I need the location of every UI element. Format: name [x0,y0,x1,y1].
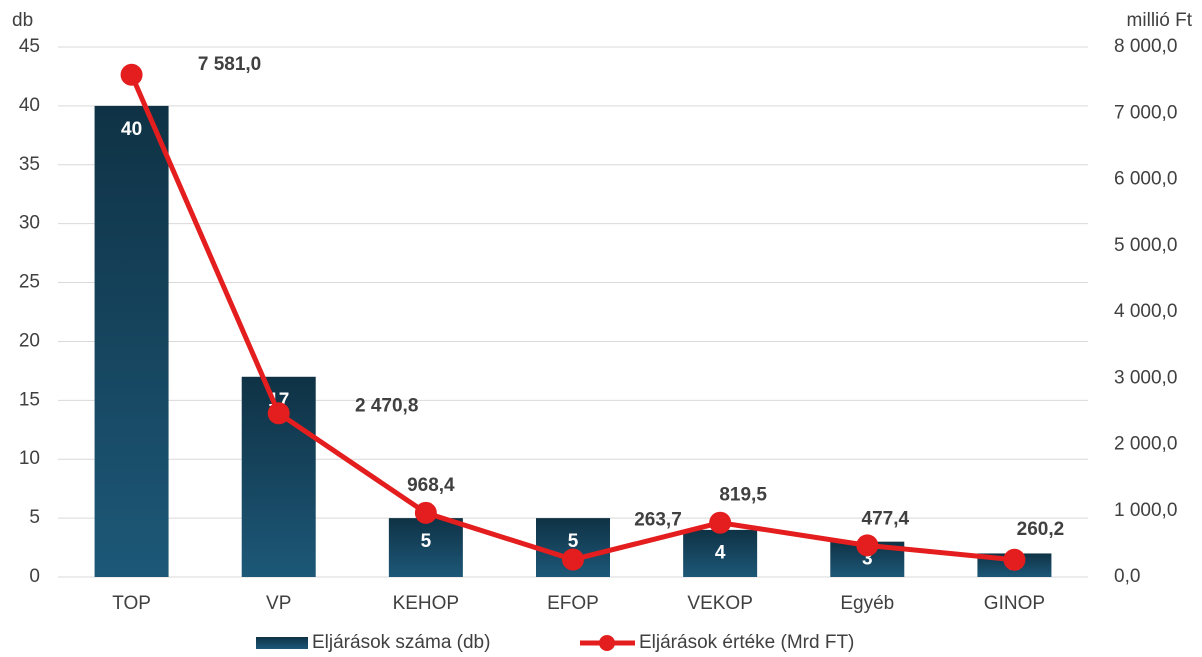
y2-tick-label: 3 000,0 [1114,367,1177,388]
legend-marker [599,635,615,651]
line-label: 819,5 [719,485,767,506]
y2-tick-label: 4 000,0 [1114,301,1177,322]
line-marker [562,548,584,571]
y-tick-label: 0 [29,566,40,587]
bar [683,529,758,577]
line-label: 7 581,0 [198,54,261,75]
y-tick-label: 40 [19,95,40,116]
line-marker [120,63,143,86]
y2-tick-label: 1 000,0 [1114,500,1177,521]
y2-tick-label: 8 000,0 [1114,36,1177,57]
line-marker [709,511,732,534]
y-axis-title: db [12,10,33,31]
x-tick-label: EFOP [547,593,599,614]
line-label: 263,7 [634,510,682,531]
bar [94,105,169,577]
y2-tick-label: 5 000,0 [1114,235,1177,256]
bar-label: 3 [862,548,873,569]
y2-tick-label: 0,0 [1114,566,1140,587]
y2-tick-label: 2 000,0 [1114,434,1177,455]
y-tick-label: 25 [19,272,40,293]
line-marker [856,534,879,557]
line-label: 260,2 [1017,519,1065,540]
y-tick-label: 10 [19,448,40,469]
y-tick-label: 20 [19,330,40,351]
line-marker [414,501,437,524]
x-tick-label: VEKOP [687,593,752,614]
line-marker [267,402,290,425]
y-tick-label: 35 [19,154,40,175]
bar [388,518,463,577]
x-tick-label: GINOP [984,593,1045,614]
bar-label: 5 [421,531,432,552]
x-tick-label: Egyéb [840,593,894,614]
y2-tick-label: 6 000,0 [1114,169,1177,190]
x-tick-label: KEHOP [393,593,460,614]
y-tick-label: 5 [29,507,40,528]
legend-label: Eljárások száma (db) [312,632,490,653]
x-tick-label: VP [266,593,291,614]
bar-label: 5 [568,531,579,552]
y2-tick-label: 7 000,0 [1114,102,1177,123]
y-tick-label: 45 [19,36,40,57]
bar-label: 40 [121,119,142,140]
y2-axis-title: millió Ft [1127,10,1193,31]
legend-swatch [256,637,308,649]
line-marker [1003,548,1026,571]
y-tick-label: 15 [19,389,40,410]
x-tick-label: TOP [112,593,151,614]
line-label: 2 470,8 [355,395,418,416]
bar-label: 4 [715,542,726,563]
legend-label: Eljárások értéke (Mrd FT) [639,632,854,653]
y-tick-label: 30 [19,213,40,234]
line-label: 477,4 [862,508,910,529]
line-label: 968,4 [407,475,455,496]
